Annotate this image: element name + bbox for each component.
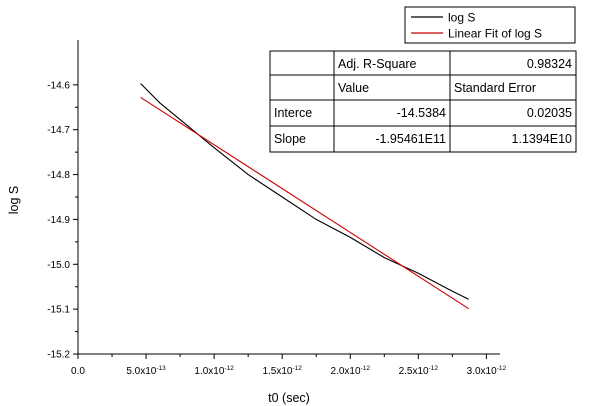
x-tick-label-5: 2.5x10-12 [399,365,439,377]
x-tick-label-2: 1.0x10-12 [194,365,234,377]
y-tick-label-3: -14.9 [47,215,70,226]
x-tick-label-mantissa: 5.0x10 [126,366,156,377]
stats-cell-r2-c2: 0.02035 [527,106,572,120]
stats-cell-r1-c1: Value [338,81,369,95]
legend: log S Linear Fit of log S [404,6,576,44]
y-tick-label-1: -14.7 [47,125,70,136]
x-tick-label-exponent: -12 [224,365,234,372]
x-tick-label-3: 1.5x10-12 [262,365,302,377]
y-tick-label-5: -15.1 [47,305,70,316]
x-tick-label-0: 0.0 [71,366,85,377]
x-tick-label-exponent: -12 [361,365,371,372]
stats-cell-r0-c2: 0.98324 [527,57,572,71]
legend-label-1: Linear Fit of log S [448,27,542,41]
y-tick-label-4: -15.0 [47,260,70,271]
x-tick-label-1: 5.0x10-13 [126,365,166,377]
y-tick-label-0: -14.6 [47,80,70,91]
stats-cell-r3-c2: 1.1394E10 [512,132,573,146]
x-tick-label-mantissa: 1.5x10 [262,366,292,377]
x-tick-label-exponent: -12 [293,365,303,372]
stats-cell-r2-c1: -14.5384 [397,106,446,120]
stats-table: Adj. R-Square 0.98324 Value Standard Error I… [269,50,577,153]
stats-cell-r1-c2: Standard Error [454,81,536,95]
x-tick-label-mantissa: 3.0x10 [467,366,497,377]
x-axis-title: t0 (sec) [268,391,310,405]
x-tick-label-mantissa: 2.0x10 [331,366,361,377]
y-tick-label-6: -15.2 [47,350,70,361]
x-tick-label-6: 3.0x10-12 [467,365,507,377]
legend-box [404,6,576,44]
x-tick-label-exponent: -13 [156,365,166,372]
stats-table-border [269,50,577,153]
x-tick-label-mantissa: 0.0 [71,366,85,377]
x-tick-label-exponent: -12 [497,365,507,372]
stats-cell-r2-c0: Interce [274,106,312,120]
x-tick-label-mantissa: 1.0x10 [194,366,224,377]
x-tick-label-mantissa: 2.5x10 [399,366,429,377]
stats-cell-r3-c0: Slope [274,132,306,146]
y-tick-label-2: -14.8 [47,170,70,181]
legend-label-0: log S [448,11,475,25]
series-line-1 [140,96,469,310]
y-axis-title: log S [7,186,21,215]
stats-cell-r0-c1: Adj. R-Square [338,57,417,71]
series-line-0 [140,83,469,300]
stats-cell-r3-c1: -1.95461E11 [375,132,446,146]
x-tick-label-4: 2.0x10-12 [331,365,371,377]
x-tick-label-exponent: -12 [429,365,439,372]
